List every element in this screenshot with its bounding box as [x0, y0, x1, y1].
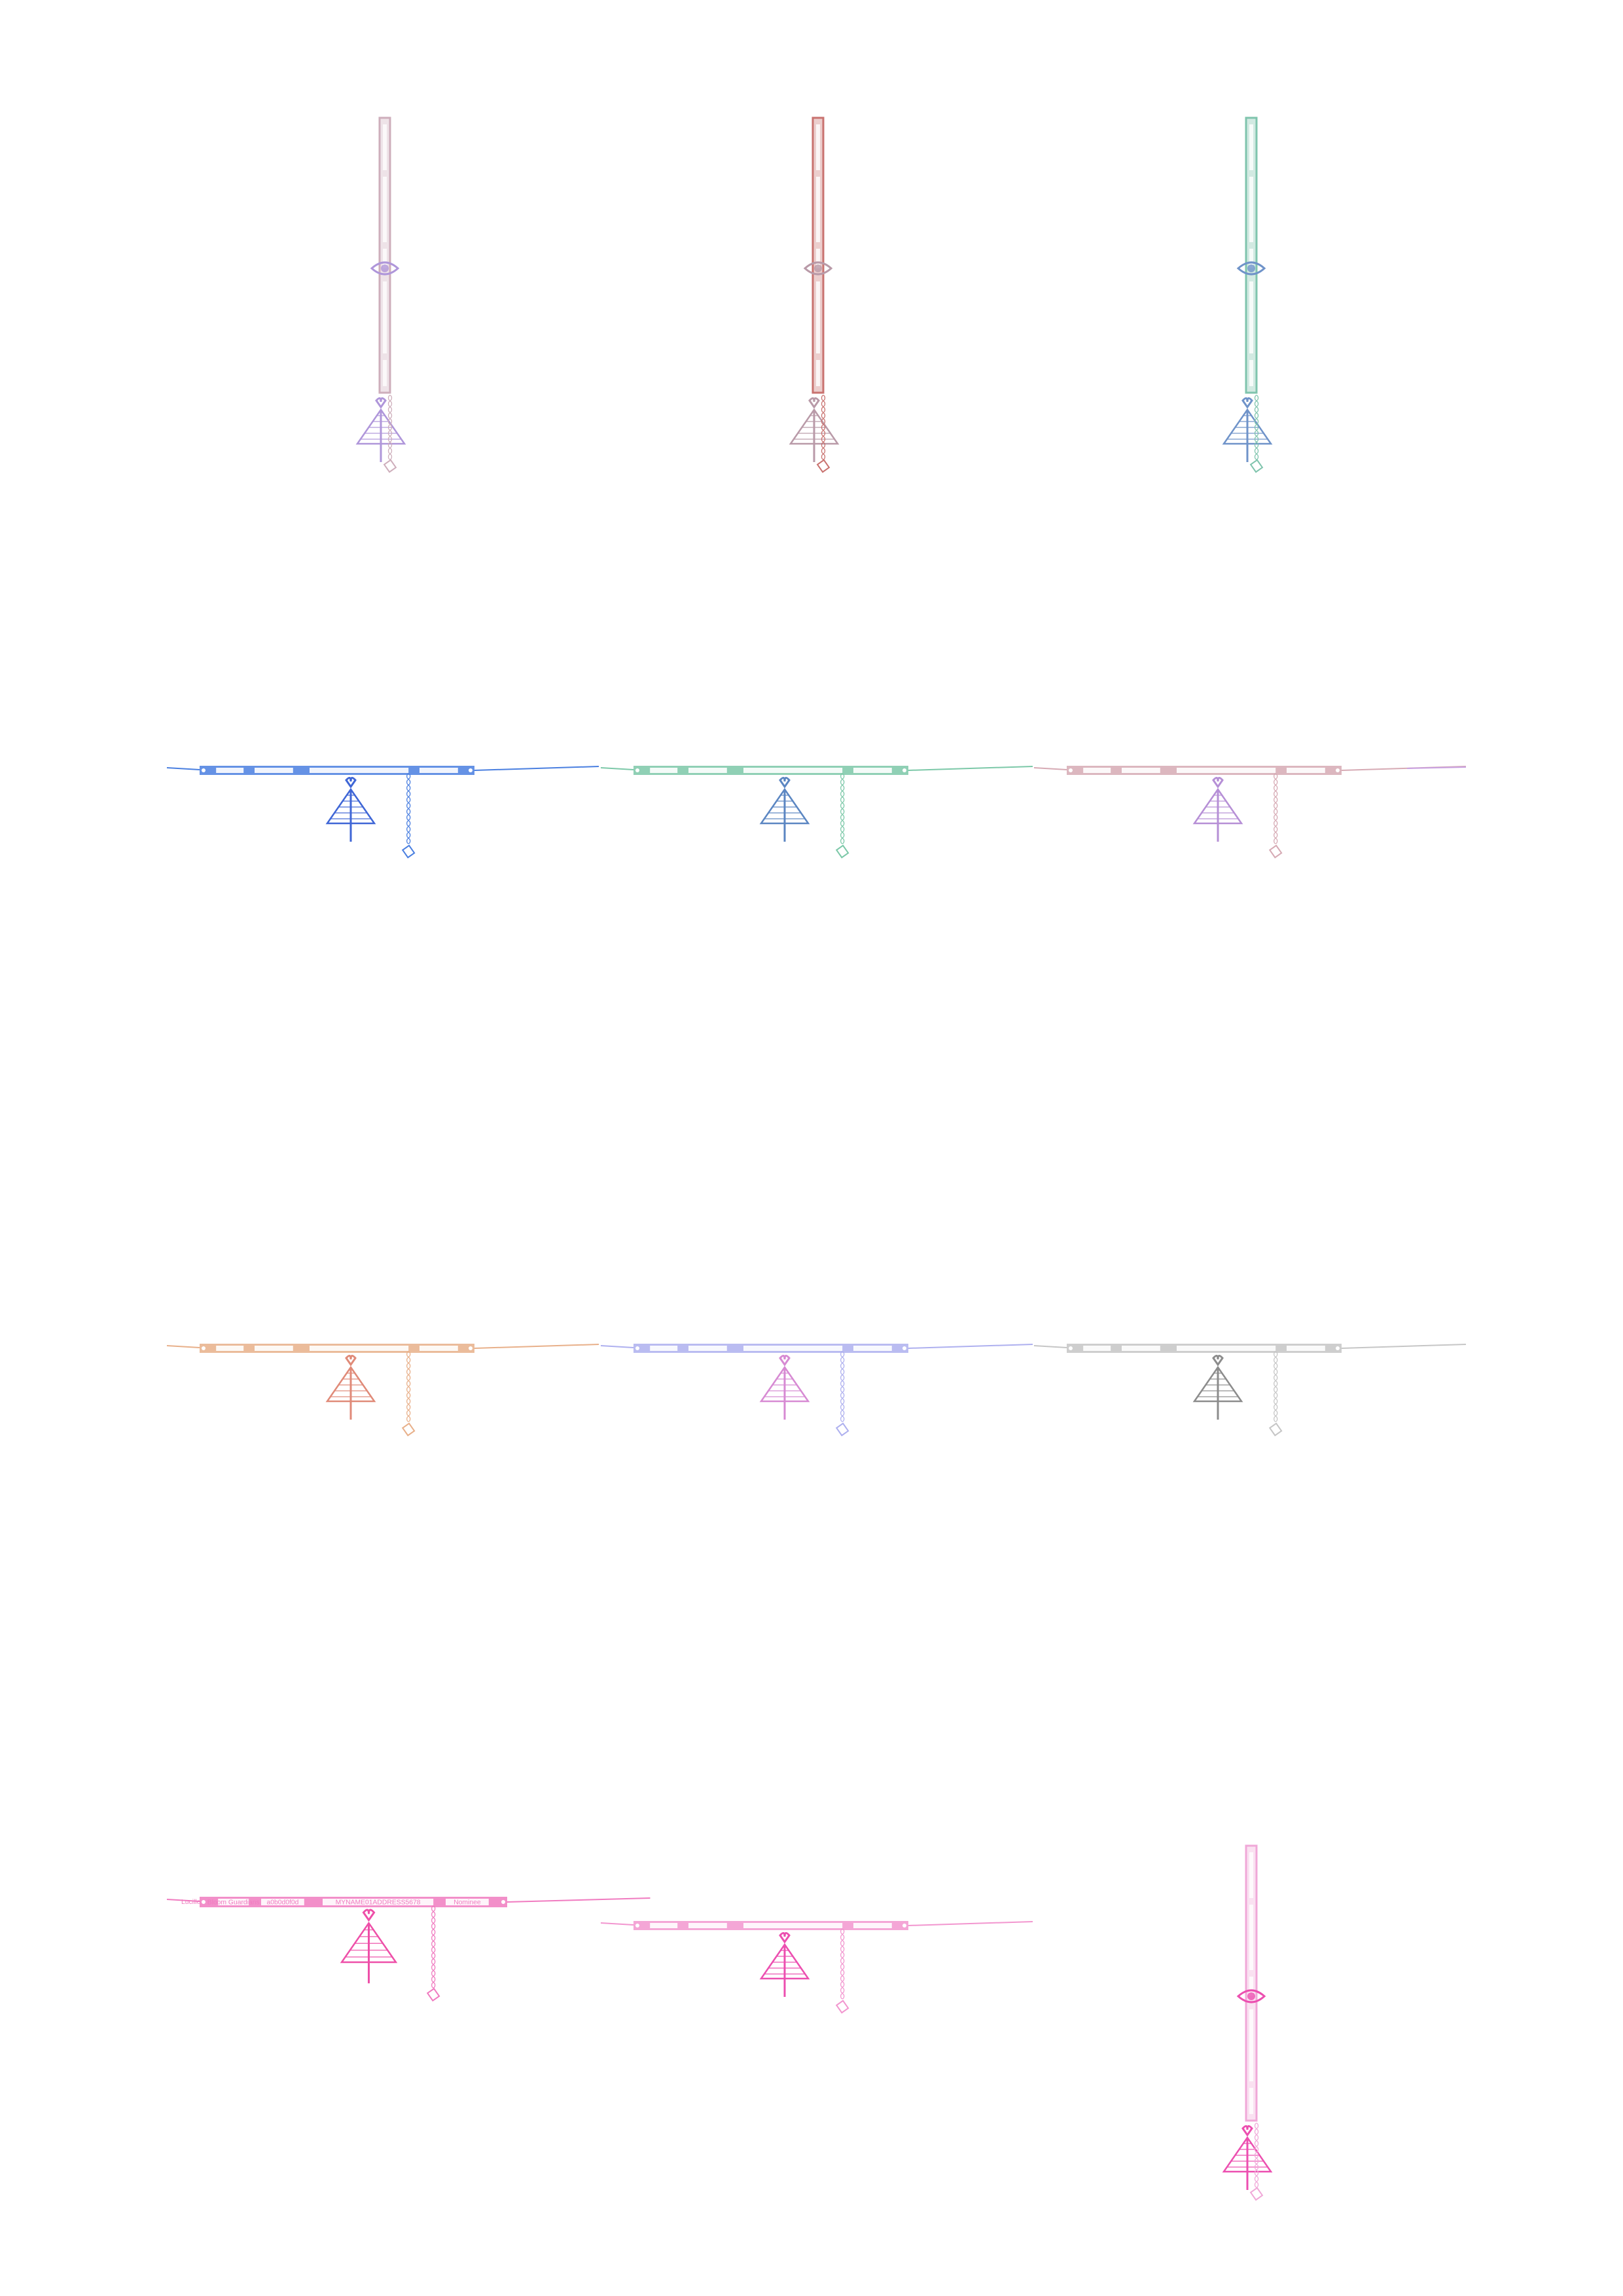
tag-charm-icon	[401, 844, 416, 859]
lanyard-11	[600, 1921, 1033, 2014]
lanyard-10: Bloom Guardians a0b0d0f0d MYNAME01ADDRESS5…	[166, 1897, 651, 2002]
tag-charm-icon	[1268, 1422, 1283, 1437]
lanyard-3	[1222, 117, 1273, 473]
heart-clasp-icon	[345, 1355, 357, 1367]
heart-clasp-icon	[779, 777, 791, 789]
tag-charm-icon	[1249, 2187, 1264, 2201]
tag-charm-icon	[835, 2000, 849, 2014]
tag-charm-icon	[401, 1422, 416, 1437]
strap-label: a0b0d0f0d	[266, 1899, 298, 1907]
lanyard-8	[600, 1344, 1033, 1437]
heart-clasp-icon	[779, 1932, 791, 1944]
eye-ornament-icon	[1236, 261, 1266, 276]
lanyard-7	[166, 1344, 599, 1437]
strap-label: Lucille	[181, 1899, 201, 1906]
tag-charm-icon	[835, 844, 849, 859]
strap-label: Nominee	[454, 1899, 481, 1907]
lanyard-12	[1222, 1844, 1273, 2201]
heart-clasp-icon	[375, 397, 387, 409]
tag-charm-icon	[835, 1422, 849, 1437]
stray-strap-line	[1406, 766, 1467, 769]
lanyard-6	[1033, 766, 1467, 859]
heart-clasp-icon	[1212, 777, 1224, 789]
tag-charm-icon	[816, 459, 830, 473]
lanyard-4	[166, 766, 599, 859]
heart-clasp-icon	[345, 777, 357, 789]
heart-clasp-icon	[1241, 2125, 1253, 2137]
eye-ornament-icon	[1236, 1989, 1266, 2003]
heart-clasp-icon	[1241, 397, 1253, 409]
heart-clasp-icon	[1212, 1355, 1224, 1367]
heart-clasp-icon	[808, 397, 820, 409]
lanyard-2	[789, 117, 840, 473]
lanyard-9	[1033, 1344, 1467, 1437]
strap-label: Bloom Guardians	[207, 1899, 260, 1907]
eye-ornament-icon	[803, 261, 833, 276]
heart-clasp-icon	[779, 1355, 791, 1367]
tag-charm-icon	[1249, 459, 1264, 473]
strap-label: MYNAME01ADDRESS5678	[336, 1899, 421, 1907]
heart-clasp-icon	[362, 1909, 376, 1922]
lanyard-1	[355, 117, 406, 473]
tag-charm-icon	[383, 459, 397, 473]
tag-charm-icon	[426, 1988, 440, 2002]
lanyard-5	[600, 766, 1033, 859]
eye-ornament-icon	[370, 261, 400, 276]
tag-charm-icon	[1268, 844, 1283, 859]
